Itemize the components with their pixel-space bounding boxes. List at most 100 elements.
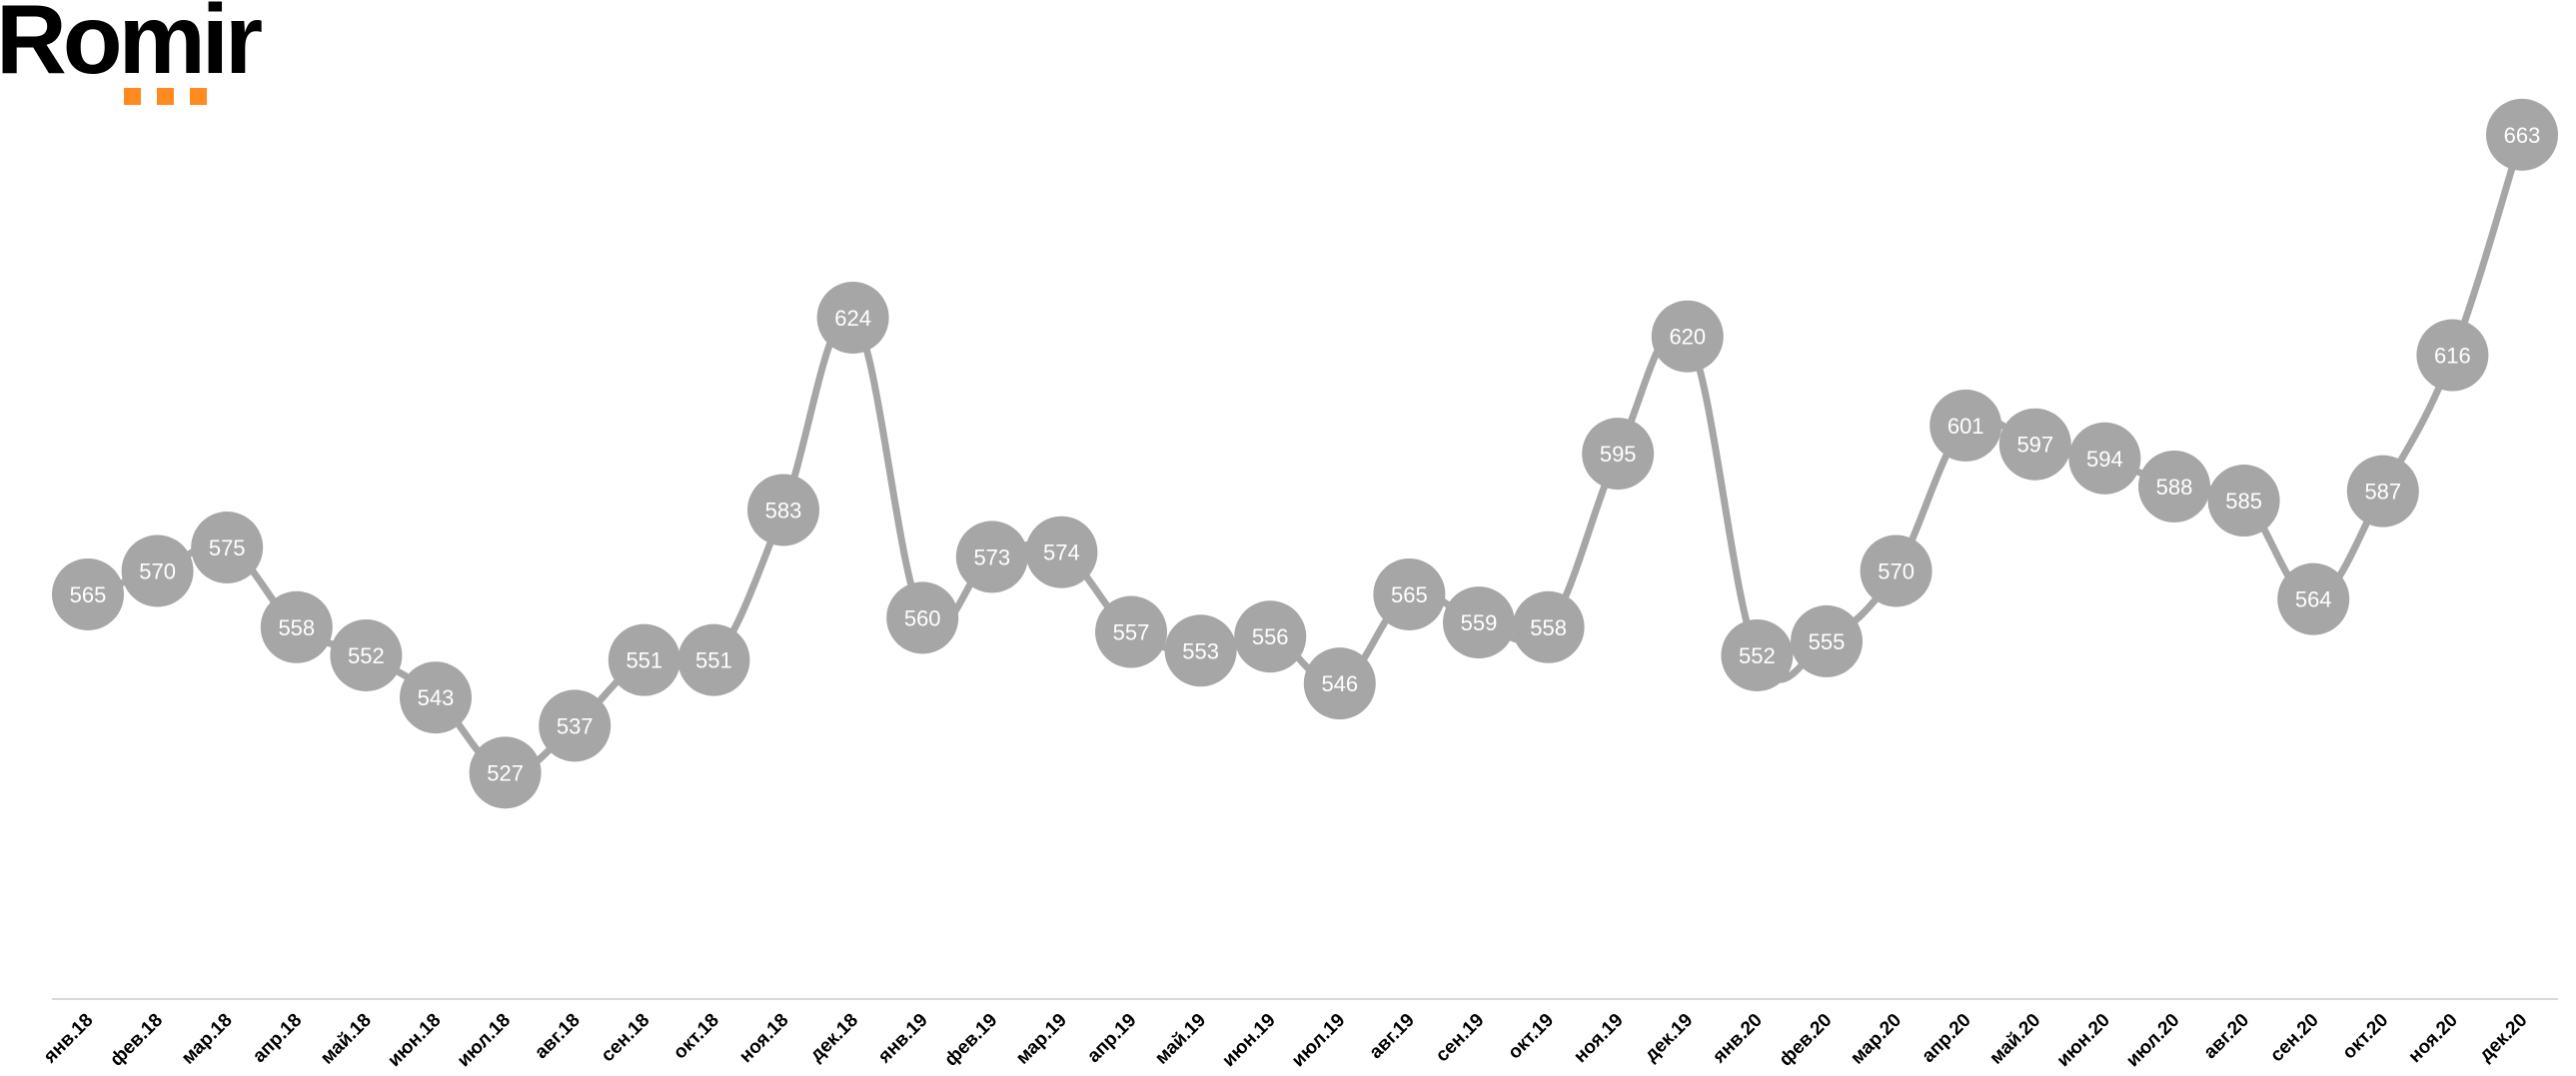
data-point: 565 <box>52 557 124 630</box>
data-label: 556 <box>1252 624 1289 649</box>
data-marker <box>2486 98 2558 171</box>
x-tick-label: янв.19 <box>873 1010 931 1068</box>
data-point: 595 <box>1582 418 1655 491</box>
data-marker <box>1234 600 1307 673</box>
x-tick-label: мар.20 <box>1847 1010 1906 1069</box>
data-marker <box>1582 418 1655 491</box>
data-point: 560 <box>886 581 959 654</box>
x-tick-label: окт.19 <box>1504 1010 1558 1064</box>
data-label: 570 <box>1878 558 1915 583</box>
data-label: 555 <box>1809 629 1846 654</box>
data-point: 575 <box>191 512 264 583</box>
data-marker <box>121 535 194 607</box>
data-point: 574 <box>1025 516 1098 588</box>
data-point: 552 <box>1721 618 1794 691</box>
data-marker <box>469 736 542 809</box>
data-point: 556 <box>1234 600 1307 673</box>
x-tick-label: мар.19 <box>1012 1010 1071 1069</box>
data-marker <box>1651 300 1724 373</box>
data-marker <box>1930 389 2002 462</box>
data-marker <box>2068 422 2141 495</box>
data-marker <box>400 661 472 734</box>
data-point: 537 <box>539 689 612 762</box>
data-point: 585 <box>2207 465 2280 538</box>
data-marker <box>52 557 124 630</box>
logo-dots <box>124 88 207 105</box>
data-marker <box>677 623 750 696</box>
data-marker <box>955 521 1028 593</box>
data-label: 565 <box>70 582 107 607</box>
data-point: 570 <box>1860 535 1932 607</box>
data-point: 557 <box>1095 595 1167 668</box>
x-tick-label: апр.20 <box>1918 1010 1974 1067</box>
data-label: 616 <box>2434 344 2471 369</box>
x-tick-label: янв.18 <box>39 1010 97 1068</box>
data-marker <box>1512 590 1585 663</box>
data-label: 573 <box>973 544 1010 569</box>
data-label: 583 <box>765 498 802 523</box>
data-label: 560 <box>904 605 941 630</box>
data-label: 564 <box>2295 587 2332 612</box>
data-marker <box>1860 535 1932 607</box>
x-tick-label: сен.20 <box>2266 1010 2323 1067</box>
data-label: 663 <box>2504 123 2541 148</box>
data-marker <box>2416 319 2489 392</box>
data-marker <box>330 618 403 691</box>
data-point: 588 <box>2138 450 2210 523</box>
logo-dot <box>124 88 141 105</box>
data-point: 527 <box>469 736 542 809</box>
data-marker <box>747 474 819 546</box>
data-label: 570 <box>139 558 176 583</box>
data-point: 559 <box>1443 586 1515 659</box>
data-point: 616 <box>2416 319 2489 392</box>
data-point: 552 <box>330 618 403 691</box>
data-point: 543 <box>400 661 472 734</box>
data-label: 559 <box>1461 610 1498 635</box>
x-tick-label: фев.19 <box>940 1010 1001 1071</box>
x-tick-label: май.20 <box>1985 1010 2044 1069</box>
data-point: 546 <box>1303 647 1376 720</box>
x-tick-label: май.19 <box>1151 1010 1210 1069</box>
x-tick-label: ноя.18 <box>735 1010 793 1068</box>
data-point: 551 <box>677 623 750 696</box>
x-tick-label: авг.18 <box>531 1010 585 1064</box>
x-tick-label: янв.20 <box>1708 1010 1766 1068</box>
data-marker <box>608 623 680 696</box>
x-tick-label: ноя.20 <box>2404 1010 2462 1068</box>
data-marker <box>2207 465 2280 538</box>
x-tick-labels: янв.18 фев.18 мар.18 апр.18 май.18 июн.18 июл.… <box>39 1010 2531 1071</box>
x-tick-label: окт.18 <box>669 1010 723 1064</box>
data-label: 552 <box>348 643 385 668</box>
data-label: 587 <box>2364 480 2401 505</box>
data-label: 588 <box>2156 475 2193 500</box>
data-label: 558 <box>278 615 315 640</box>
data-point: 573 <box>955 521 1028 593</box>
x-tick-label: фев.20 <box>1776 1010 1837 1071</box>
data-point: 663 <box>2486 98 2558 171</box>
data-point: 570 <box>121 535 194 607</box>
data-label: 551 <box>626 648 662 673</box>
data-point: 565 <box>1373 557 1446 630</box>
data-point: 555 <box>1791 604 1863 677</box>
x-tick-label: дек.19 <box>1641 1010 1697 1066</box>
romir-logo: Romir <box>0 0 300 110</box>
x-tick-label: июл.20 <box>2122 1010 2183 1071</box>
data-marker <box>2277 562 2350 635</box>
data-point: 601 <box>1930 389 2002 462</box>
data-label: 601 <box>1947 414 1984 439</box>
data-marker <box>2138 450 2210 523</box>
data-label: 574 <box>1043 540 1080 565</box>
data-label: 558 <box>1530 615 1567 640</box>
x-tick-label: дек.20 <box>2475 1010 2531 1066</box>
x-tick-label: июл.19 <box>1288 1010 1349 1071</box>
data-label: 557 <box>1113 620 1150 645</box>
data-label: 543 <box>418 685 455 710</box>
data-label: 620 <box>1669 325 1706 350</box>
data-marker <box>2346 455 2419 528</box>
x-tick-label: окт.20 <box>2338 1010 2392 1064</box>
data-label: 565 <box>1391 582 1428 607</box>
data-point: 587 <box>2346 455 2419 528</box>
data-point: 583 <box>747 474 819 546</box>
logo-wordmark: Romir <box>0 0 263 94</box>
data-marker <box>1998 408 2071 481</box>
